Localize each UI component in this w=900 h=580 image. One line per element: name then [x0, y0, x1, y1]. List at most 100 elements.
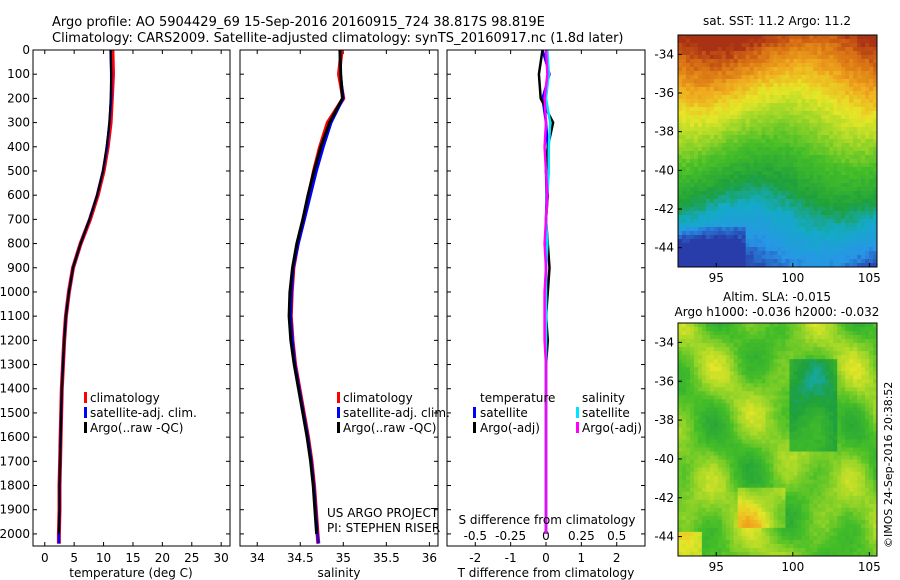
- map-cell: [833, 359, 838, 364]
- map-cell: [841, 243, 846, 248]
- map-cell: [717, 91, 723, 96]
- map-cell: [845, 323, 850, 328]
- map-cell: [829, 355, 834, 360]
- map-cell: [873, 243, 878, 248]
- map-cell: [729, 395, 735, 400]
- map-cell: [789, 207, 794, 212]
- map-cell: [709, 447, 715, 452]
- map-cell: [801, 143, 806, 148]
- map-cell: [717, 239, 723, 244]
- map-cell: [761, 355, 766, 360]
- map-cell: [713, 395, 719, 400]
- map-cell: [745, 335, 751, 340]
- map-cell: [845, 427, 850, 432]
- map-cell: [809, 323, 814, 328]
- map-cell: [693, 395, 699, 400]
- map-cell: [793, 399, 798, 404]
- map-cell: [689, 95, 695, 100]
- map-cell: [737, 115, 743, 120]
- map-cell: [861, 107, 866, 112]
- map-cell: [829, 227, 834, 232]
- map-cell: [701, 463, 707, 469]
- map-cell: [678, 451, 683, 456]
- map-cell: [809, 379, 814, 384]
- map-cell: [861, 183, 866, 188]
- map-cell: [861, 179, 866, 184]
- map-cell: [865, 119, 870, 124]
- map-cell: [793, 63, 798, 68]
- map-cell: [793, 371, 798, 376]
- map-cell: [717, 367, 723, 372]
- map-cell: [777, 443, 782, 448]
- map-cell: [845, 331, 850, 336]
- map-cell: [797, 431, 802, 436]
- map-cell: [817, 451, 822, 456]
- map-cell: [697, 439, 703, 444]
- map-cell: [689, 39, 695, 44]
- map-cell: [825, 39, 830, 44]
- map-cell: [741, 399, 747, 404]
- map-cell: [721, 143, 727, 148]
- map-cell: [757, 343, 762, 348]
- map-cell: [729, 355, 735, 360]
- map-cell: [845, 39, 850, 44]
- map-cell: [761, 411, 766, 416]
- map-cell: [681, 235, 687, 240]
- map-cell: [793, 183, 798, 188]
- map-cell: [697, 399, 703, 404]
- map-cell: [797, 127, 802, 132]
- map-cell: [861, 259, 866, 264]
- map-cell: [733, 251, 739, 256]
- map-cell: [713, 191, 719, 196]
- map-cell: [709, 439, 715, 444]
- map-cell: [785, 199, 790, 204]
- map-cell: [785, 119, 790, 124]
- map-cell: [821, 83, 826, 88]
- map-cell: [678, 359, 683, 364]
- map-cell: [693, 63, 699, 68]
- map-cell: [753, 351, 758, 356]
- map-cell: [777, 71, 782, 76]
- map-cell: [813, 375, 818, 380]
- map-cell: [853, 51, 858, 56]
- map-cell: [861, 35, 866, 40]
- map-cell: [721, 403, 727, 408]
- map-cell: [841, 39, 846, 44]
- map-cell: [865, 127, 870, 132]
- map-cell: [857, 175, 862, 180]
- map-cell: [745, 419, 751, 424]
- map-cell: [717, 219, 723, 224]
- map-cell: [813, 119, 818, 124]
- map-cell: [801, 131, 806, 136]
- map-cell: [741, 227, 747, 232]
- map-cell: [869, 167, 874, 172]
- map-cell: [845, 167, 850, 172]
- map-cell: [753, 335, 758, 340]
- map-cell: [809, 131, 814, 136]
- map-cell: [813, 399, 818, 404]
- map-cell: [873, 43, 878, 48]
- map-cell: [853, 363, 858, 368]
- map-cell: [725, 151, 731, 156]
- map-cell: [777, 383, 782, 388]
- map-cell: [765, 191, 770, 196]
- map-cell: [813, 355, 818, 360]
- map-cell: [845, 131, 850, 136]
- map-cell: [749, 199, 755, 204]
- map-cell: [821, 115, 826, 120]
- map-cell: [821, 259, 826, 264]
- map-cell: [749, 383, 755, 388]
- map-cell: [825, 95, 830, 100]
- map-cell: [717, 75, 723, 80]
- map-cell: [705, 151, 711, 156]
- map-cell: [841, 115, 846, 120]
- map-cell: [753, 379, 758, 384]
- map-cell: [777, 419, 782, 424]
- map-cell: [793, 451, 798, 456]
- map-cell: [841, 387, 846, 392]
- map-cell: [689, 147, 695, 152]
- map-cell: [805, 247, 810, 252]
- map-cell: [817, 147, 822, 152]
- map-cell: [793, 127, 798, 132]
- map-cell: [785, 163, 790, 168]
